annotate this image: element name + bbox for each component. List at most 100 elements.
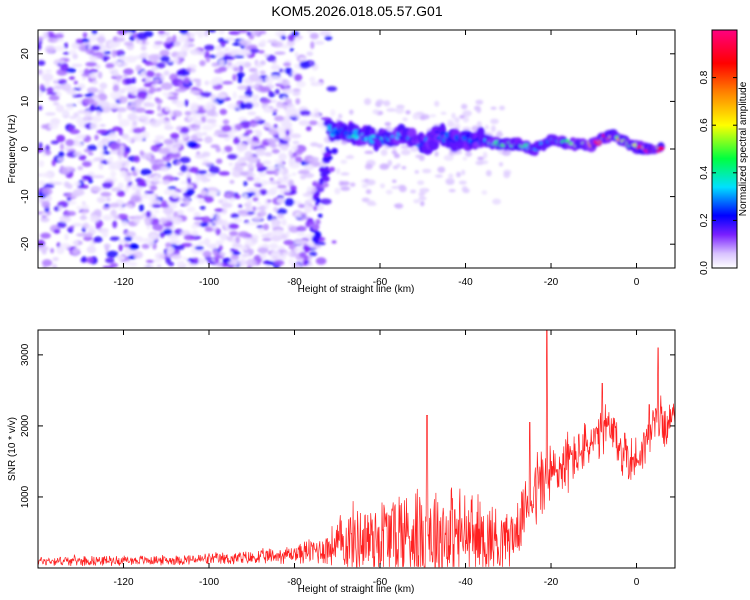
noise-blob [125,55,137,63]
noise-blob [263,180,270,185]
noise-blob [462,127,472,131]
noise-blob [278,30,287,36]
noise-blob [499,105,505,111]
ridge-blob [319,166,326,174]
noise-blob [214,68,223,74]
noise-blob [160,82,173,90]
noise-blob [265,170,276,175]
noise-blob [195,173,203,182]
noise-blob [112,84,120,93]
noise-blob [410,189,417,194]
noise-blob [63,42,69,49]
noise-blob [82,161,92,167]
noise-blob [253,191,261,198]
noise-blob [246,199,252,205]
noise-blob [232,73,237,82]
noise-blob [434,100,440,107]
noise-blob [246,258,257,267]
noise-blob [160,55,171,63]
noise-blob [221,125,232,132]
noise-blob [259,205,266,212]
noise-blob [187,64,198,69]
ridge-blob [303,254,309,262]
noise-blob [162,179,170,185]
x-tick-label: -100 [199,277,219,288]
noise-blob [68,76,75,80]
noise-blob [157,30,166,35]
noise-blob [300,212,307,216]
noise-blob [167,186,177,190]
noise-blob [111,51,117,58]
noise-blob [239,39,252,46]
colorbar-tick-label: 0.2 [699,213,710,227]
noise-blob [255,148,266,152]
noise-blob [272,41,283,48]
noise-blob [96,110,102,117]
x-tick-label: -120 [113,277,133,288]
noise-blob [262,260,271,265]
noise-blob [193,211,201,218]
noise-blob [462,116,469,123]
noise-blob [347,154,354,159]
noise-blob [143,192,149,199]
noise-blob [116,74,121,83]
noise-blob [96,36,106,43]
noise-blob [92,175,105,179]
noise-blob [94,134,99,141]
noise-blob [224,47,230,52]
noise-blob [361,183,369,189]
noise-blob [73,241,79,245]
noise-blob [298,57,307,61]
noise-blob [38,142,43,149]
noise-blob [112,126,123,132]
noise-blob [155,135,165,141]
noise-blob [38,105,43,111]
noise-blob [174,88,187,93]
noise-blob [133,218,141,224]
noise-blob [145,259,154,264]
noise-blob [253,182,260,187]
noise-blob [112,220,118,229]
noise-blob [108,156,113,162]
noise-blob [206,101,218,105]
noise-blob [66,197,72,202]
noise-blob [167,246,175,255]
noise-blob [308,251,318,257]
noise-blob [170,146,179,154]
noise-blob [65,67,77,73]
noise-blob [456,171,461,178]
noise-blob [385,189,393,195]
noise-blob [422,168,432,174]
noise-blob [283,173,292,178]
noise-blob [116,255,126,261]
noise-blob [110,262,118,268]
noise-blob [73,181,81,187]
noise-blob [253,129,262,134]
ridge-blob [311,235,320,244]
noise-blob [273,206,278,212]
noise-blob [103,55,108,62]
noise-blob [268,129,279,136]
noise-blob [73,80,78,85]
noise-blob [294,238,305,244]
noise-blob [197,170,208,175]
noise-blob [61,109,70,117]
noise-blob [380,183,385,189]
spectrogram-y-label: Frequency (Hz) [7,115,18,184]
ridge-blob [328,166,336,172]
noise-blob [140,45,147,51]
noise-blob [115,37,126,42]
noise-blob [42,73,54,82]
noise-blob [476,121,482,128]
noise-blob [219,41,226,48]
noise-blob [217,134,230,138]
noise-blob [45,69,52,73]
noise-blob [153,61,158,65]
noise-blob [294,51,299,58]
noise-blob [156,264,162,268]
noise-blob [212,248,219,256]
noise-blob [128,243,140,251]
colorbar-tick-label: 0.4 [699,165,710,179]
noise-blob [109,142,122,150]
noise-blob [233,194,241,199]
